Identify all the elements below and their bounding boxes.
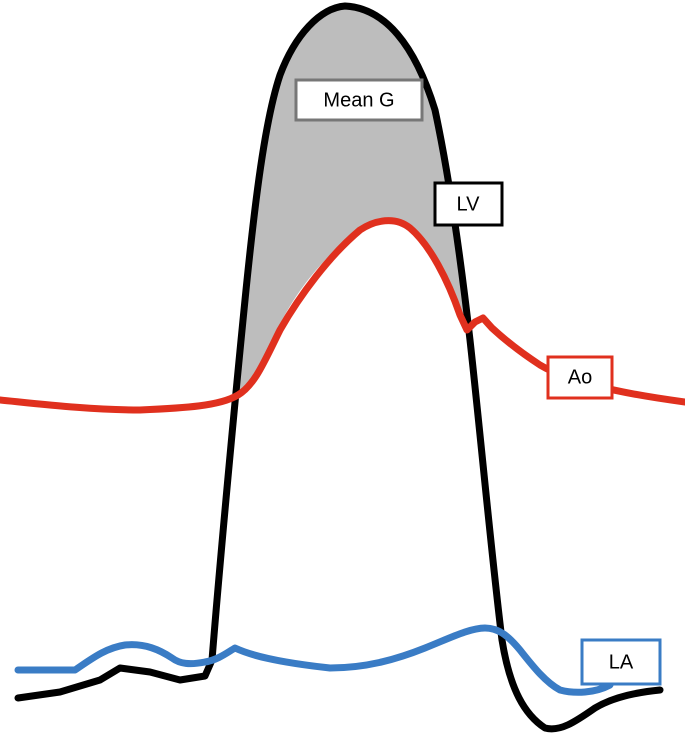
la-box (580, 638, 662, 686)
gradient-area (238, 6, 467, 395)
lv-curve (14, 2, 664, 733)
lv-label: LV (457, 193, 481, 215)
ao-box (546, 355, 614, 400)
la-label: LA (609, 651, 634, 673)
mean-gradient-box (294, 78, 424, 122)
ao-curve (0, 217, 685, 414)
lv-box (433, 181, 504, 227)
la-curve (14, 624, 614, 696)
ao-label: Ao (568, 366, 592, 388)
mean-gradient-label: Mean G (323, 89, 394, 111)
